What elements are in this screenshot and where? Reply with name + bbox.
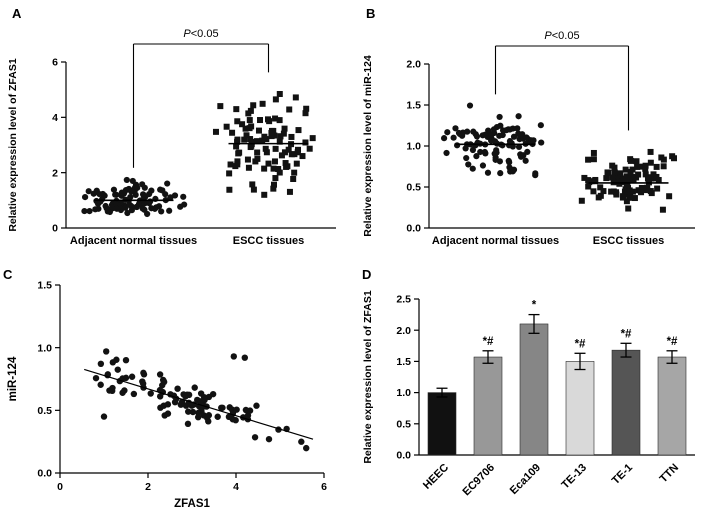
y-tick-label: 0.5 — [406, 182, 421, 194]
x-tick-label: 6 — [321, 481, 327, 493]
category-label: Adjacent normal tissues — [70, 235, 197, 247]
bars — [427, 323, 687, 456]
regression-line — [84, 368, 314, 440]
p-value-label: P<0.05 — [544, 30, 579, 42]
category-label: ESCC tissues — [593, 235, 665, 247]
y-tick-label: 1.5 — [396, 356, 411, 368]
panel-b-chart: 0.0 0.5 1.0 1.5 2.0 Relative expression level… — [362, 30, 695, 247]
y-tick-label: 2.0 — [406, 59, 421, 71]
axes — [55, 284, 325, 478]
y-tick-label: 0 — [52, 223, 58, 235]
y-tick-label: 2.0 — [396, 325, 411, 337]
x-tick-label: 2 — [145, 481, 151, 493]
significance-bracket — [494, 45, 630, 131]
panel-label-d: D — [362, 267, 372, 282]
x-category-label: Eca109 — [508, 462, 543, 497]
bar-HEEC — [427, 392, 457, 456]
data-points-squares — [578, 148, 678, 213]
significance-bracket — [132, 43, 270, 168]
panel-d-chart: 0.0 0.5 1.0 1.5 2.0 2.5 Relative expression le… — [362, 290, 695, 499]
y-tick-label: 0.5 — [396, 418, 411, 430]
x-tick-label: 0 — [57, 481, 63, 493]
bar-TTN — [657, 356, 687, 456]
data-points-circles — [440, 102, 545, 179]
y-tick-label: 2 — [52, 167, 58, 179]
panel-b: 0.0 0.5 1.0 1.5 2.0 Relative expression level… — [355, 0, 709, 267]
x-tick-label: 4 — [233, 481, 239, 493]
significance-annotation: * — [532, 300, 537, 312]
bar-TE-1 — [611, 349, 641, 456]
axes — [61, 61, 336, 229]
y-tick-label: 1.5 — [37, 280, 52, 292]
x-category-label: HEEC — [421, 462, 451, 492]
panel-a: 0 2 4 6 Relative expression level of ZFAS1 Ad… — [0, 0, 354, 267]
x-category-label: TE-1 — [610, 462, 635, 487]
panel-c: 0.0 0.5 1.0 1.5 0 2 4 6 ZFAS1 miR-124 — [0, 263, 354, 525]
error-bars — [436, 313, 678, 398]
bar-EC9706 — [473, 356, 503, 456]
panel-label-b: B — [366, 6, 376, 21]
y-tick-label: 4 — [52, 112, 58, 124]
data-points-circles — [81, 176, 188, 218]
significance-annotation: *# — [483, 336, 494, 348]
bar-Eca109 — [519, 323, 549, 456]
x-category-label: TTN — [658, 462, 682, 486]
y-tick-label: 1.0 — [406, 141, 421, 153]
panel-c-chart: 0.0 0.5 1.0 1.5 0 2 4 6 ZFAS1 miR-124 — [7, 280, 327, 510]
category-label: Adjacent normal tissues — [432, 235, 559, 247]
y-tick-label: 1.0 — [37, 342, 52, 354]
significance-annotation: *# — [575, 338, 586, 350]
data-points — [92, 348, 310, 452]
y-tick-label: 6 — [52, 57, 58, 69]
y-tick-label: 0.0 — [37, 468, 52, 480]
x-category-label: TE-13 — [559, 462, 589, 492]
y-tick-label: 1.5 — [406, 100, 421, 112]
y-axis-title: Relative expression level of miR-124 — [362, 55, 374, 237]
y-axis-title: Relative expression level of ZFAS1 — [7, 58, 19, 231]
x-category-label: EC9706 — [461, 462, 498, 499]
y-tick-label: 0.5 — [37, 405, 52, 417]
y-axis-title: Relative expression level of ZFAS1 — [362, 290, 374, 463]
axes — [424, 63, 695, 229]
panel-a-chart: 0 2 4 6 Relative expression level of ZFAS1 Ad… — [7, 28, 336, 247]
panel-d: 0.0 0.5 1.0 1.5 2.0 2.5 Relative expression le… — [355, 263, 709, 525]
y-axis-title: miR-124 — [7, 356, 19, 401]
p-value-label: P<0.05 — [183, 28, 218, 40]
bar-TE-13 — [565, 361, 595, 456]
category-label: ESCC tissues — [233, 235, 305, 247]
panel-label-c: C — [3, 267, 13, 282]
panel-label-a: A — [12, 6, 22, 21]
y-tick-label: 2.5 — [396, 294, 411, 306]
y-tick-label: 0.0 — [396, 450, 411, 462]
axes — [414, 298, 695, 456]
y-tick-label: 1.0 — [396, 387, 411, 399]
x-axis-title: ZFAS1 — [174, 498, 210, 510]
y-tick-label: 0.0 — [406, 223, 421, 235]
significance-annotation: *# — [621, 328, 632, 340]
significance-annotation: *# — [667, 336, 678, 348]
